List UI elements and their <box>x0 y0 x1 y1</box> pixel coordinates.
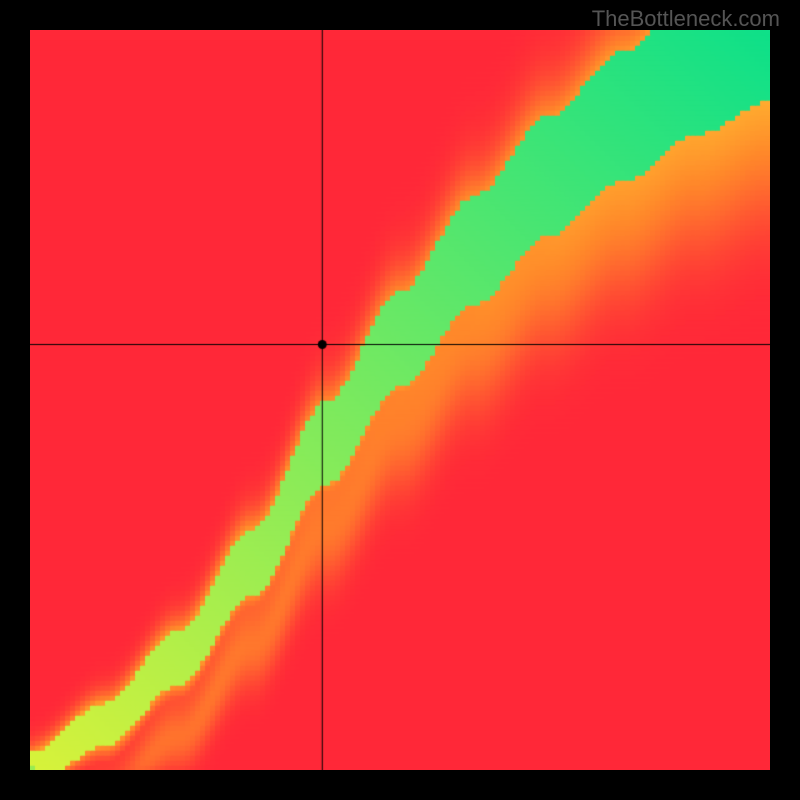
chart-container: TheBottleneck.com <box>0 0 800 800</box>
watermark-text: TheBottleneck.com <box>592 6 780 32</box>
plot-area <box>30 30 770 770</box>
heatmap-canvas <box>30 30 770 770</box>
